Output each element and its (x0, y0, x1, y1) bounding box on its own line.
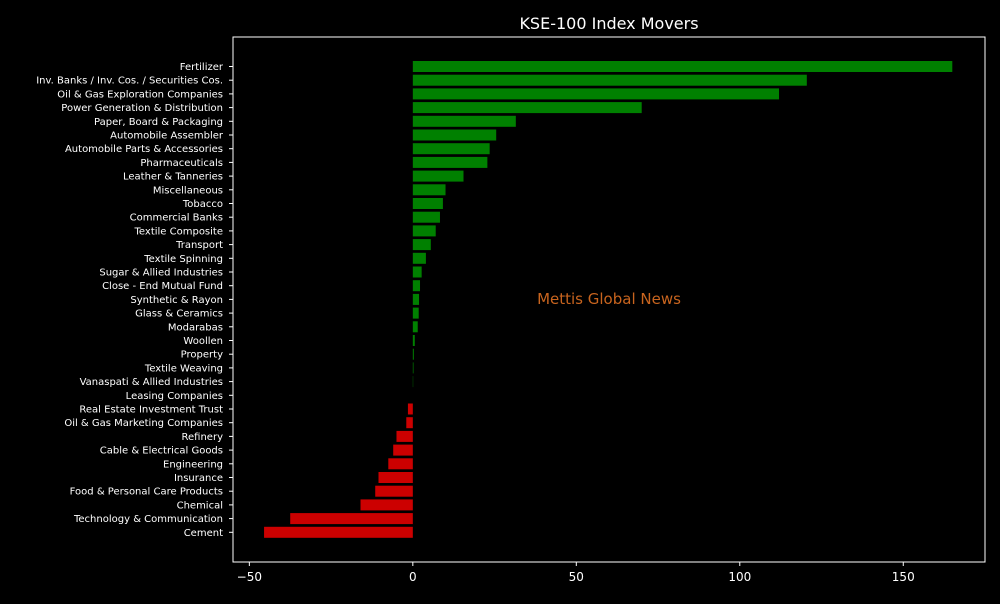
x-axis: −50 0 50 100 150 (237, 562, 915, 584)
category-label: Automobile Assembler (110, 131, 224, 142)
category-label: Cement (184, 528, 223, 539)
x-tick-label: 100 (728, 570, 751, 584)
category-label: Food & Personal Care Products (70, 487, 223, 498)
category-label: Fertilizer (180, 62, 224, 73)
category-label: Textile Weaving (144, 363, 223, 374)
x-tick-label: 150 (892, 570, 915, 584)
category-label: Woollen (183, 336, 223, 347)
bar (290, 513, 413, 524)
bar (375, 486, 413, 497)
category-label: Transport (175, 240, 223, 251)
bar (413, 280, 420, 291)
bar (264, 527, 413, 538)
bar (413, 321, 418, 332)
bar (413, 75, 807, 86)
category-label: Refinery (182, 432, 224, 443)
bar (413, 116, 516, 127)
bar (413, 130, 496, 141)
bar (413, 335, 415, 346)
bar (413, 239, 431, 250)
bar (413, 294, 419, 305)
bar (413, 225, 436, 236)
bar (396, 431, 412, 442)
category-label: Textile Composite (134, 226, 223, 237)
category-label: Technology & Communication (73, 514, 223, 525)
bar (408, 404, 413, 415)
category-label: Oil & Gas Exploration Companies (57, 89, 223, 100)
category-label: Commercial Banks (130, 213, 223, 224)
bar (413, 88, 779, 99)
category-label: Sugar & Allied Industries (99, 268, 223, 279)
category-label: Leather & Tanneries (123, 172, 223, 183)
category-label: Property (181, 350, 223, 361)
x-tick-label: 50 (569, 570, 584, 584)
chart-title: KSE-100 Index Movers (519, 14, 698, 33)
category-label: Real Estate Investment Trust (79, 405, 223, 416)
bar (413, 253, 426, 264)
bar (413, 143, 490, 154)
category-label: Automobile Parts & Accessories (65, 144, 223, 155)
category-label: Modarabas (168, 322, 223, 333)
bar (413, 308, 419, 319)
x-tick-label: −50 (237, 570, 262, 584)
bar (413, 198, 443, 209)
bar (406, 417, 413, 428)
category-label: Paper, Board & Packaging (94, 117, 223, 128)
bar (413, 171, 464, 182)
category-label: Insurance (174, 473, 223, 484)
category-label: Oil & Gas Marketing Companies (64, 418, 223, 429)
bar (413, 61, 952, 72)
bar (413, 362, 414, 373)
bar (361, 499, 413, 510)
category-label: Inv. Banks / Inv. Cos. / Securities Cos. (36, 76, 223, 87)
category-label: Tobacco (182, 199, 223, 210)
bar (413, 267, 422, 278)
bar (388, 458, 413, 469)
category-label: Cable & Electrical Goods (100, 446, 223, 457)
x-tick-label: 0 (409, 570, 417, 584)
bar (413, 349, 414, 360)
category-label: Glass & Ceramics (135, 309, 223, 320)
category-label: Engineering (163, 459, 223, 470)
category-label: Power Generation & Distribution (61, 103, 223, 114)
category-labels: Fertilizer Inv. Banks / Inv. Cos. / Secur… (36, 62, 233, 539)
category-label: Pharmaceuticals (140, 158, 223, 169)
watermark-text: Mettis Global News (537, 290, 681, 308)
bar (413, 102, 642, 113)
category-label: Leasing Companies (126, 391, 223, 402)
category-label: Miscellaneous (153, 185, 223, 196)
bar (413, 184, 446, 195)
bar (393, 445, 413, 456)
category-label: Chemical (177, 500, 223, 511)
bar (378, 472, 412, 483)
category-label: Synthetic & Rayon (130, 295, 223, 306)
category-label: Vanaspati & Allied Industries (80, 377, 223, 388)
bar (413, 157, 488, 168)
bar (413, 212, 440, 223)
category-label: Close - End Mutual Fund (102, 281, 223, 292)
category-label: Textile Spinning (143, 254, 223, 265)
